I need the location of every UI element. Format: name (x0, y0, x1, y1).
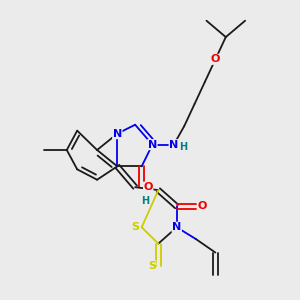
Text: N: N (169, 140, 178, 150)
Text: S: S (131, 222, 139, 232)
Text: H: H (178, 142, 187, 152)
Text: S: S (148, 261, 156, 271)
Text: O: O (198, 202, 207, 212)
Text: O: O (211, 54, 220, 64)
Text: N: N (172, 222, 182, 232)
Text: O: O (143, 182, 153, 192)
Text: N: N (148, 140, 157, 150)
Text: H: H (142, 196, 150, 206)
Text: N: N (113, 129, 122, 139)
